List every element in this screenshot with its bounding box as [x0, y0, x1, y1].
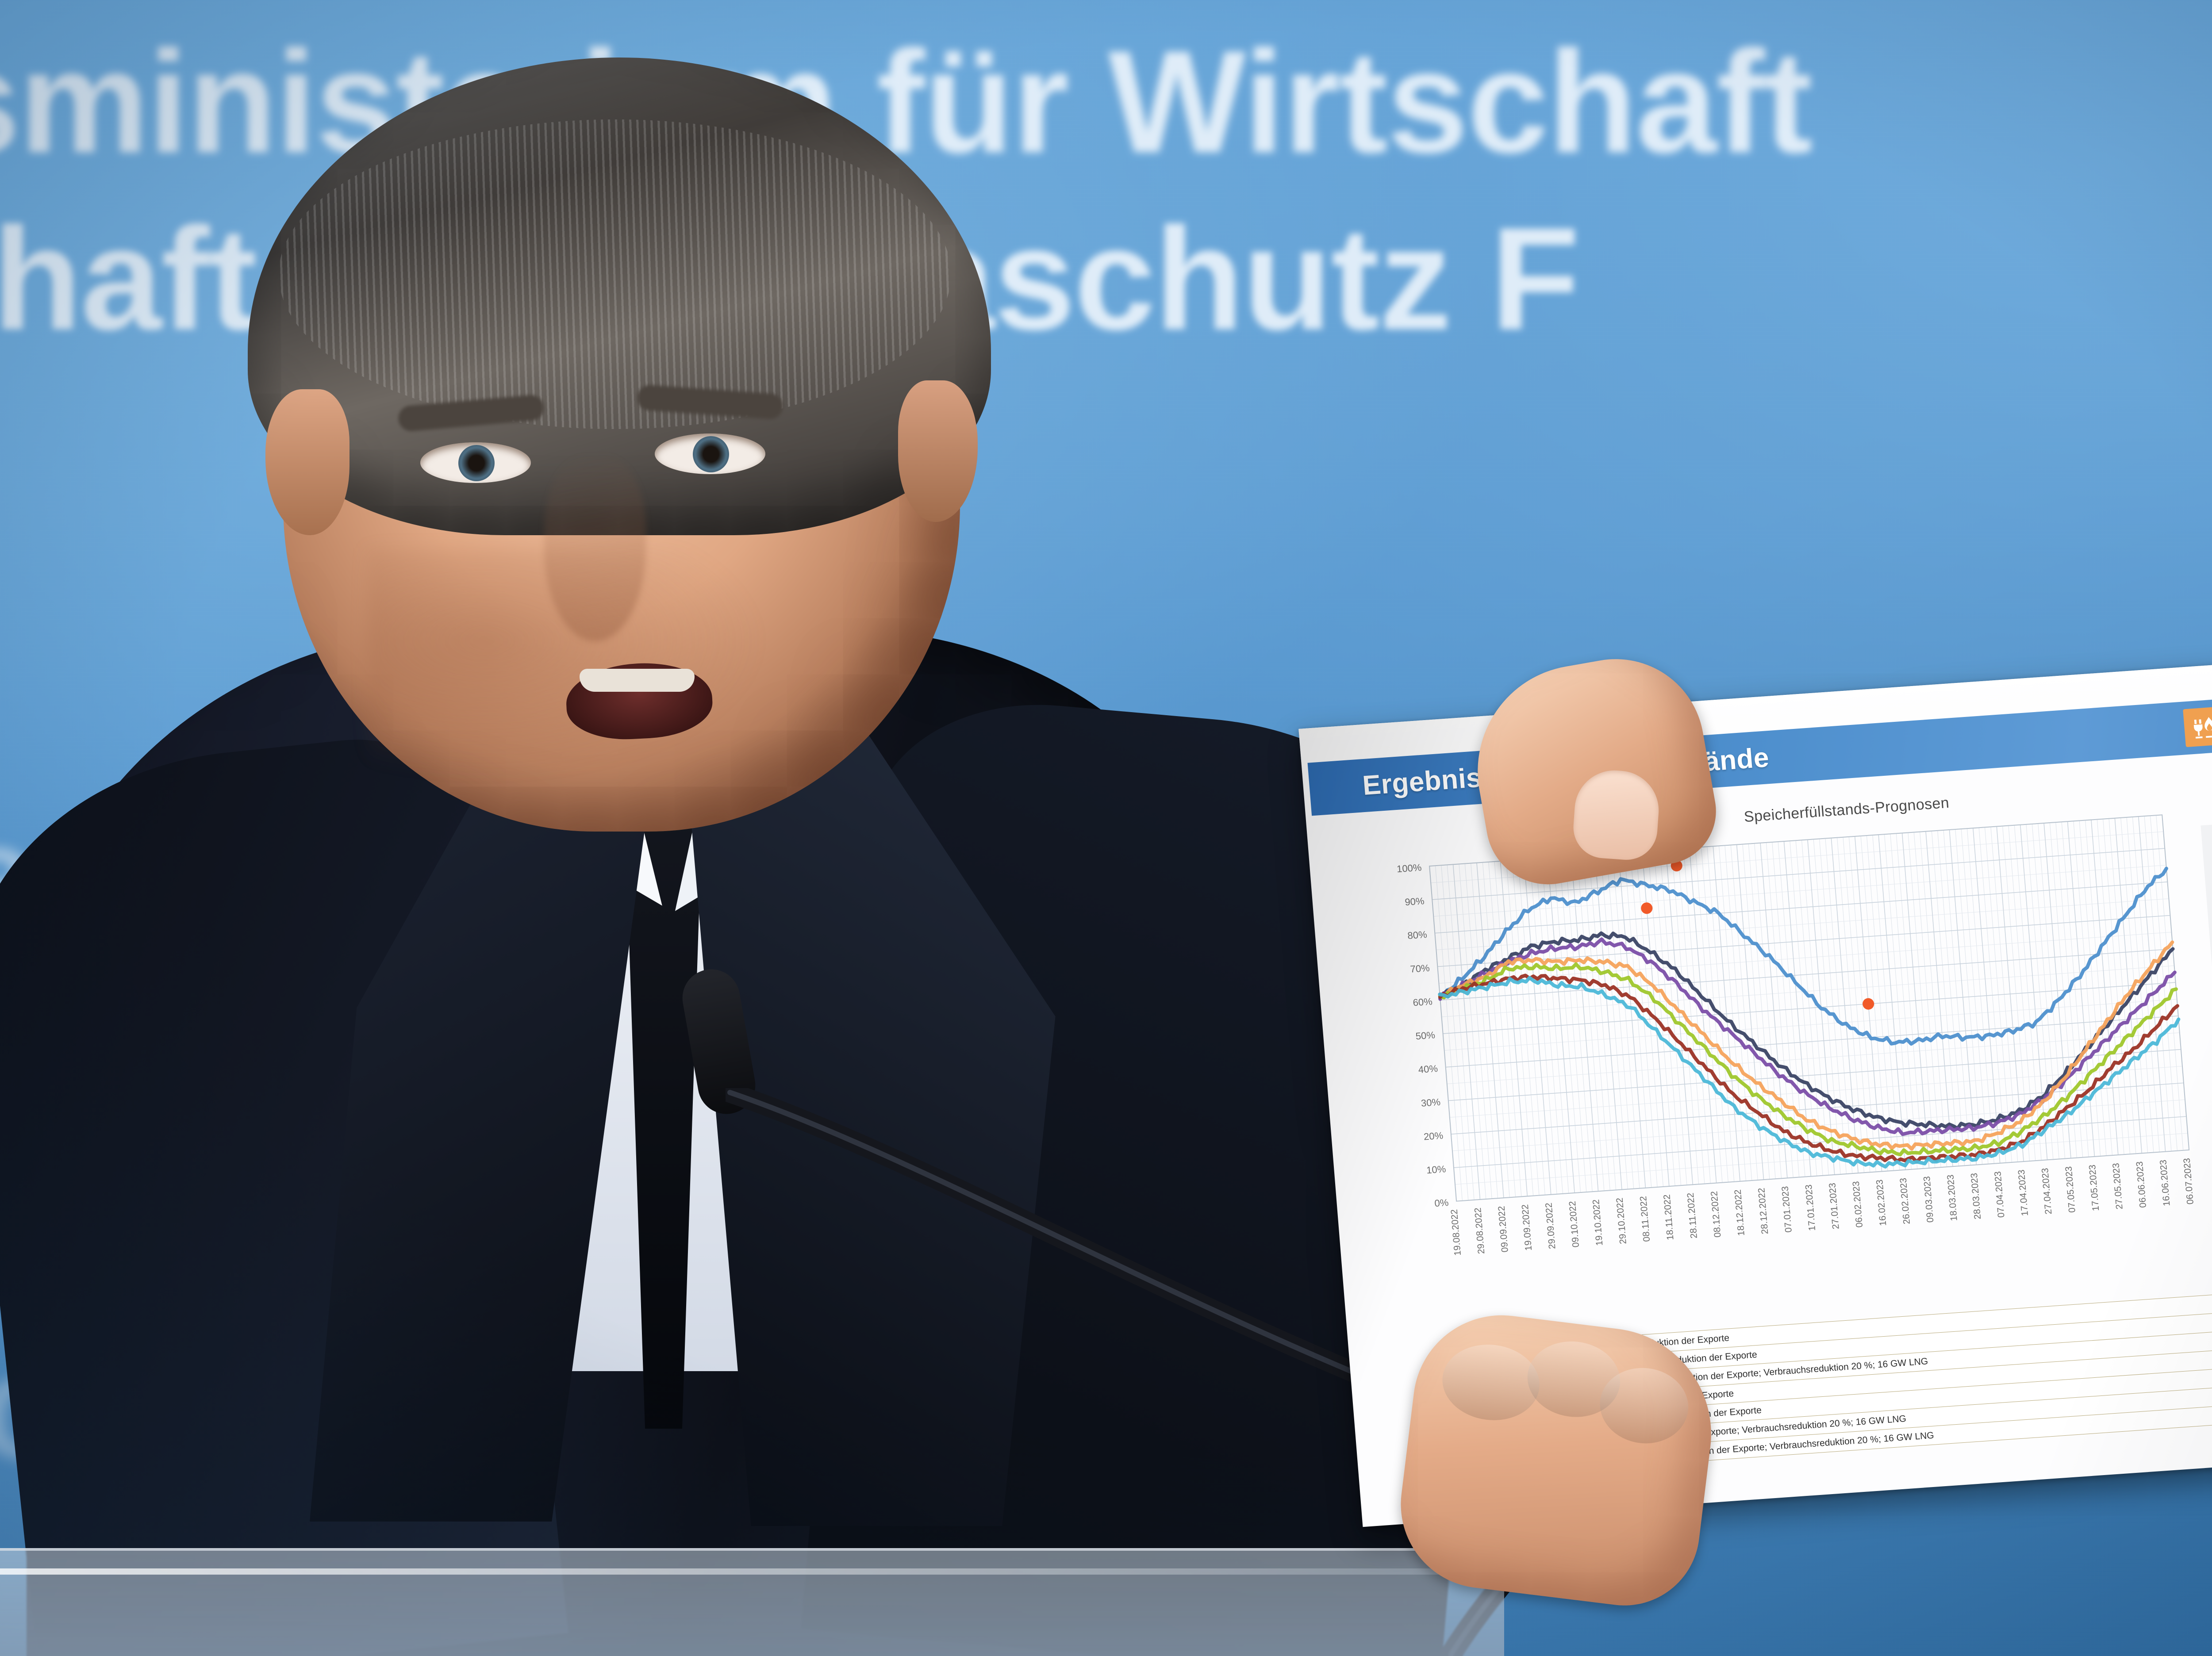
svg-text:09.09.2022: 09.09.2022 — [1496, 1206, 1510, 1253]
svg-text:18.11.2022: 18.11.2022 — [1662, 1194, 1675, 1241]
svg-text:28.12.2022: 28.12.2022 — [1756, 1188, 1770, 1234]
svg-text:19.08.2022: 19.08.2022 — [1449, 1209, 1463, 1256]
svg-text:17.01.2023: 17.01.2023 — [1804, 1184, 1817, 1231]
cheek-shading — [367, 548, 765, 778]
svg-text:16.06.2023: 16.06.2023 — [2158, 1159, 2172, 1206]
svg-text:09.10.2022: 09.10.2022 — [1567, 1201, 1581, 1248]
presentation-slide-printout: Ergebnisse Speicherfüllstände Speicherfü… — [1298, 653, 2212, 1527]
svg-text:70%: 70% — [1410, 962, 1430, 975]
svg-text:0%: 0% — [1434, 1197, 1449, 1209]
svg-text:100%: 100% — [1396, 862, 1422, 874]
microphone-gooseneck — [726, 1088, 1451, 1424]
svg-text:50%: 50% — [1415, 1029, 1436, 1042]
hair — [248, 58, 991, 535]
svg-text:60%: 60% — [1413, 996, 1433, 1008]
iris-left — [458, 445, 495, 481]
svg-text:26.02.2023: 26.02.2023 — [1898, 1177, 1912, 1224]
svg-text:17.05.2023: 17.05.2023 — [2087, 1164, 2101, 1211]
svg-text:27.01.2023: 27.01.2023 — [1827, 1183, 1841, 1230]
svg-text:18.12.2022: 18.12.2022 — [1733, 1189, 1747, 1236]
svg-text:07.05.2023: 07.05.2023 — [2064, 1166, 2078, 1213]
svg-text:30%: 30% — [1421, 1096, 1441, 1109]
slide-header-bar: Ergebnisse Speicherfüllstände — [1307, 688, 2212, 816]
svg-text:28.03.2023: 28.03.2023 — [1969, 1173, 1983, 1219]
teeth — [580, 669, 695, 692]
electricity-gas-icon — [2183, 706, 2212, 748]
iris-right — [693, 436, 729, 472]
svg-text:29.10.2022: 29.10.2022 — [1615, 1197, 1628, 1244]
svg-text:29.09.2022: 29.09.2022 — [1544, 1202, 1557, 1249]
nose — [544, 456, 646, 641]
svg-text:16.02.2023: 16.02.2023 — [1874, 1179, 1888, 1226]
sector-icon-row — [2183, 697, 2212, 748]
svg-text:06.07.2023: 06.07.2023 — [2182, 1158, 2196, 1204]
ear-right — [898, 380, 978, 522]
svg-text:07.01.2023: 07.01.2023 — [1780, 1186, 1793, 1233]
chart-plot-area: 100% 90% 80% 70% 60% 50% 40% 30% 20% 10% 0% 19.08.2… — [1376, 810, 2202, 1307]
chart-legend: Gesetzliche ZieleSzenario 1.1Szenario 2.… — [2200, 814, 2212, 1125]
svg-text:17.04.2023: 17.04.2023 — [2016, 1169, 2030, 1216]
backdrop-text-line-1: esministerium für Wirtschaft — [0, 20, 1813, 183]
svg-text:27.05.2023: 27.05.2023 — [2111, 1163, 2124, 1210]
svg-text:28.11.2022: 28.11.2022 — [1686, 1192, 1699, 1239]
svg-text:19.09.2022: 19.09.2022 — [1520, 1204, 1534, 1251]
speaker-figure — [0, 58, 1522, 1656]
svg-text:07.04.2023: 07.04.2023 — [1993, 1171, 2006, 1218]
svg-text:08.12.2022: 08.12.2022 — [1709, 1191, 1723, 1238]
svg-text:10%: 10% — [1426, 1163, 1446, 1176]
svg-text:90%: 90% — [1404, 895, 1425, 908]
svg-text:06.06.2023: 06.06.2023 — [2135, 1161, 2148, 1208]
svg-text:19.10.2022: 19.10.2022 — [1591, 1199, 1605, 1246]
svg-text:40%: 40% — [1418, 1063, 1438, 1075]
svg-text:06.02.2023: 06.02.2023 — [1851, 1181, 1865, 1228]
thumbnail — [1571, 767, 1662, 862]
lectern-glass-panel — [0, 1548, 1504, 1656]
svg-text:27.04.2023: 27.04.2023 — [2040, 1168, 2054, 1215]
svg-text:18.03.2023: 18.03.2023 — [1945, 1174, 1959, 1221]
svg-text:80%: 80% — [1407, 929, 1428, 941]
ear-left — [265, 389, 349, 535]
svg-text:20%: 20% — [1423, 1130, 1444, 1142]
svg-text:29.08.2022: 29.08.2022 — [1473, 1208, 1486, 1254]
svg-text:08.11.2022: 08.11.2022 — [1638, 1196, 1652, 1242]
svg-text:09.03.2023: 09.03.2023 — [1922, 1176, 1936, 1223]
